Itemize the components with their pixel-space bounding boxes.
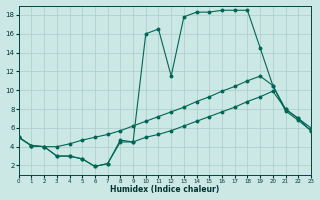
X-axis label: Humidex (Indice chaleur): Humidex (Indice chaleur) [110,185,220,194]
